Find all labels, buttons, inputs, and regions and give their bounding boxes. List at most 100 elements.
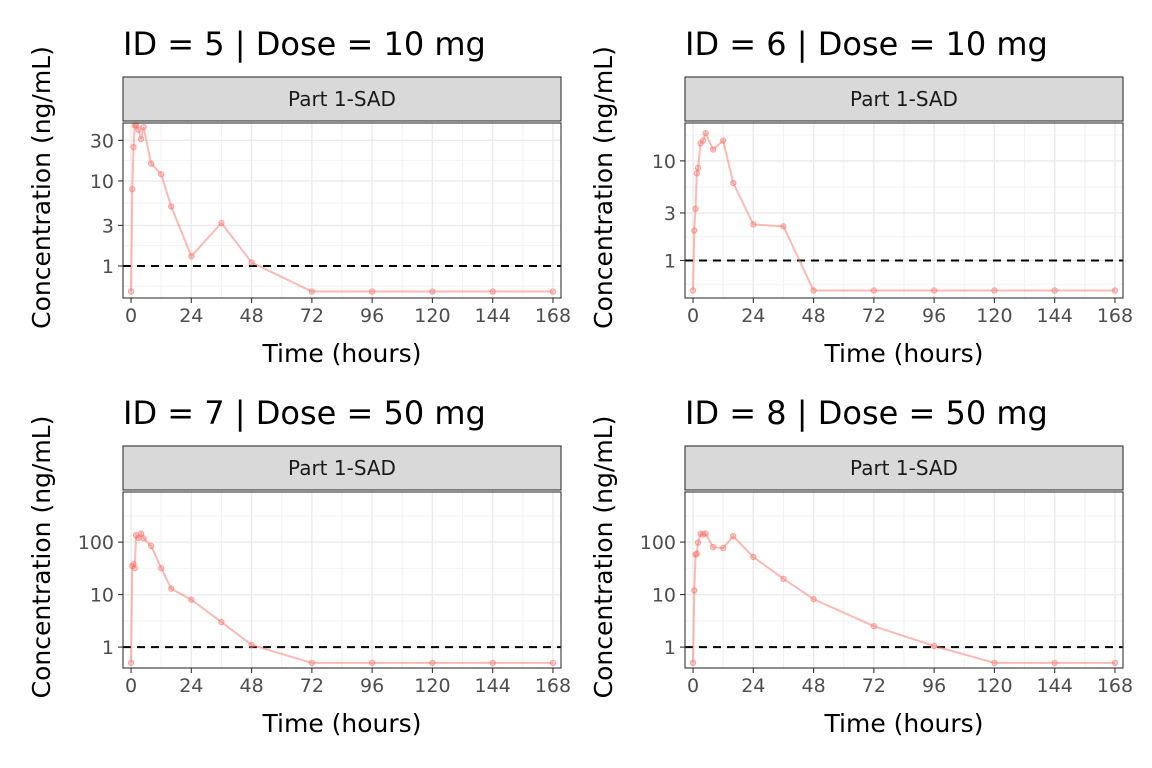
y-tick-label: 10 bbox=[652, 151, 676, 173]
data-point bbox=[489, 288, 496, 295]
data-point bbox=[930, 287, 938, 294]
data-point bbox=[140, 123, 147, 131]
facet-strip bbox=[684, 76, 1124, 122]
data-point bbox=[930, 642, 938, 650]
data-point bbox=[127, 288, 135, 295]
y-tick-label: 10 bbox=[652, 585, 676, 607]
data-point bbox=[780, 575, 787, 582]
plot-border bbox=[684, 122, 1124, 299]
facet-strip bbox=[684, 445, 1124, 491]
data-point bbox=[147, 160, 155, 167]
data-point bbox=[780, 223, 787, 230]
data-point bbox=[1111, 287, 1119, 294]
data-point bbox=[991, 287, 998, 294]
panel-title: ID = 6 | Dose = 10 mg bbox=[685, 25, 1048, 63]
data-point bbox=[1051, 659, 1058, 667]
x-tick-label: 144 bbox=[475, 675, 511, 697]
y-tick-label: 1 bbox=[102, 256, 114, 278]
series-line bbox=[130, 531, 553, 664]
data-point bbox=[709, 146, 717, 153]
x-tick-label: 0 bbox=[687, 305, 699, 327]
panel-title: ID = 5 | Dose = 10 mg bbox=[123, 25, 486, 63]
y-tick-label: 1 bbox=[664, 637, 676, 659]
chart-panel-3: ID = 7 | Dose = 50 mg Part 1-SAD 0 24 48 72 96… bbox=[27, 394, 571, 738]
data-point bbox=[810, 287, 817, 294]
x-axis-label: Time (hours) bbox=[824, 709, 984, 738]
data-point bbox=[308, 659, 316, 667]
y-tick-label: 100 bbox=[78, 532, 114, 554]
data-point bbox=[549, 288, 557, 295]
series-line bbox=[692, 532, 1115, 664]
chart-panel-1: ID = 5 | Dose = 10 mg Part 1-SAD 0 24 48 72 96… bbox=[27, 25, 571, 368]
y-tick-label: 1 bbox=[664, 250, 676, 272]
data-point bbox=[691, 227, 698, 234]
data-point bbox=[719, 544, 727, 552]
plot-border bbox=[122, 491, 562, 669]
x-tick-label: 24 bbox=[179, 675, 203, 697]
y-tick-label: 10 bbox=[90, 171, 114, 193]
x-tick-label: 24 bbox=[179, 305, 203, 327]
x-tick-label: 168 bbox=[535, 305, 571, 327]
data-point bbox=[188, 253, 195, 260]
y-tick-label: 10 bbox=[90, 585, 114, 607]
data-point bbox=[135, 126, 142, 133]
data-point bbox=[709, 543, 717, 551]
data-point bbox=[188, 596, 195, 603]
data-point bbox=[129, 185, 136, 193]
facet-strip bbox=[122, 445, 562, 491]
panel-title: ID = 7 | Dose = 50 mg bbox=[123, 394, 486, 432]
data-point bbox=[368, 659, 376, 667]
data-point bbox=[692, 205, 699, 213]
x-tick-label: 120 bbox=[976, 305, 1012, 327]
data-point bbox=[702, 129, 709, 137]
x-tick-label: 72 bbox=[300, 305, 324, 327]
data-point bbox=[218, 618, 225, 626]
data-point bbox=[689, 659, 697, 667]
plot-border bbox=[122, 122, 562, 299]
x-tick-label: 120 bbox=[414, 305, 450, 327]
data-point bbox=[218, 219, 225, 227]
y-axis-label: Concentration (ng/mL) bbox=[27, 416, 56, 699]
data-point bbox=[127, 659, 135, 667]
y-axis-label: Concentration (ng/mL) bbox=[27, 46, 56, 329]
y-tick-label: 3 bbox=[102, 215, 114, 237]
data-point bbox=[1111, 659, 1119, 667]
data-point bbox=[429, 659, 436, 667]
facet-strip-label: Part 1-SAD bbox=[850, 456, 958, 480]
data-point bbox=[130, 143, 137, 151]
x-tick-label: 0 bbox=[687, 675, 699, 697]
x-tick-label: 96 bbox=[922, 305, 946, 327]
x-tick-label: 120 bbox=[976, 675, 1012, 697]
data-point bbox=[1051, 287, 1058, 294]
data-point bbox=[689, 287, 697, 294]
data-point bbox=[147, 542, 155, 550]
y-axis-label: Concentration (ng/mL) bbox=[589, 416, 618, 699]
y-tick-label: 1 bbox=[102, 637, 114, 659]
x-tick-label: 48 bbox=[239, 305, 263, 327]
data-point bbox=[730, 532, 737, 540]
x-tick-label: 96 bbox=[922, 675, 946, 697]
x-tick-label: 144 bbox=[1037, 675, 1073, 697]
data-point bbox=[157, 564, 165, 572]
data-point bbox=[694, 164, 702, 172]
x-axis-label: Time (hours) bbox=[262, 339, 422, 368]
data-point bbox=[549, 659, 557, 667]
data-point bbox=[870, 287, 878, 294]
data-point bbox=[750, 553, 757, 561]
data-point bbox=[248, 259, 255, 266]
grid-lines bbox=[123, 123, 561, 298]
x-tick-label: 96 bbox=[360, 675, 384, 697]
data-point bbox=[730, 179, 737, 187]
data-point bbox=[131, 564, 139, 572]
data-point bbox=[168, 203, 175, 210]
data-point bbox=[699, 137, 707, 144]
x-tick-label: 168 bbox=[1097, 675, 1133, 697]
data-point bbox=[157, 170, 165, 178]
plot-border bbox=[684, 491, 1124, 669]
x-tick-label: 48 bbox=[801, 675, 825, 697]
x-tick-label: 24 bbox=[741, 675, 765, 697]
facet-strip bbox=[122, 76, 562, 122]
x-tick-label: 0 bbox=[125, 675, 137, 697]
x-tick-label: 24 bbox=[741, 305, 765, 327]
